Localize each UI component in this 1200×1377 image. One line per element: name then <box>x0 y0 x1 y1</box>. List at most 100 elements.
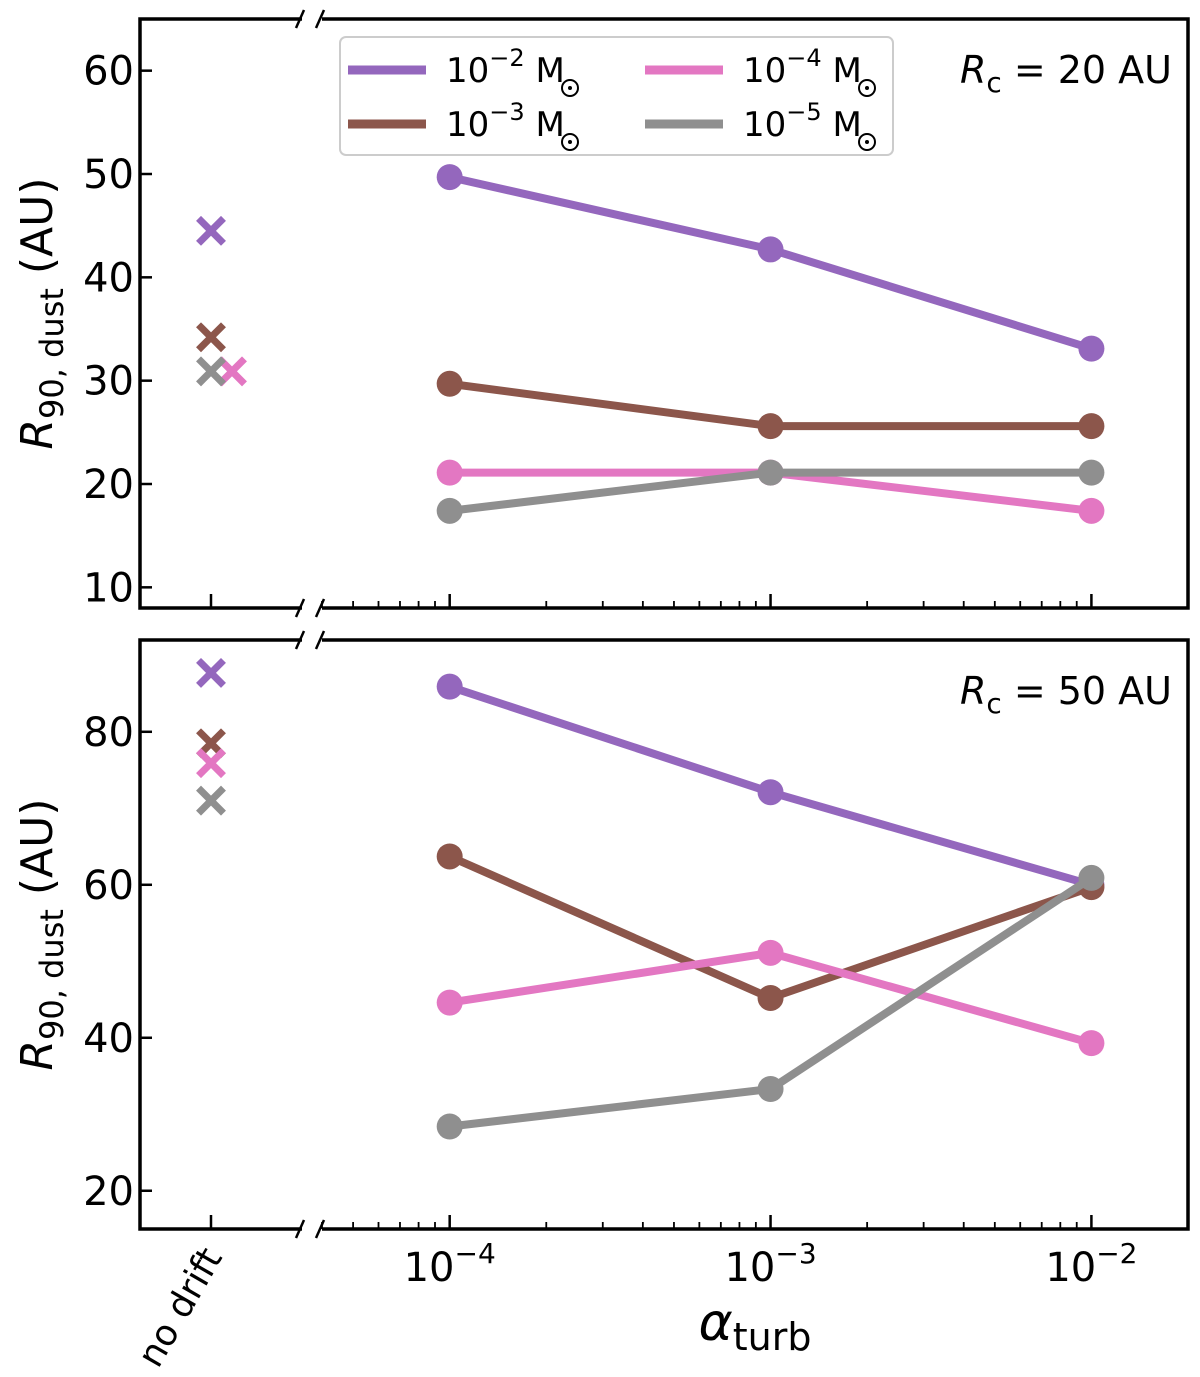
data-point-m1e-5 <box>757 1076 784 1103</box>
x-tick-label: 10−3 <box>724 1237 816 1291</box>
annotation-text: = 20 AU <box>1002 48 1172 92</box>
xlabel-symbol: α <box>698 1293 732 1353</box>
legend-base: 10 <box>743 105 786 145</box>
y-tick-label: 20 <box>83 462 134 508</box>
annotation-sub: c <box>986 66 1001 99</box>
y-tick-label: 40 <box>83 255 134 301</box>
legend-exp: −4 <box>786 44 821 72</box>
no-drift-marker-m1e-3 <box>196 322 226 353</box>
axis-break-mark <box>314 9 326 29</box>
data-point-m1e-5 <box>757 459 784 486</box>
x-tick-base: 10 <box>724 1245 775 1291</box>
data-point-m1e-2 <box>436 673 463 700</box>
x-tick-exp: −4 <box>454 1237 495 1270</box>
legend-base: 10 <box>743 51 786 91</box>
axis-break-mark <box>294 9 306 29</box>
y-tick-label: 60 <box>83 49 134 95</box>
no-drift-marker-m1e-4 <box>217 356 247 387</box>
legend-exp: −3 <box>489 98 524 126</box>
data-point-m1e-4 <box>1078 497 1105 524</box>
y-tick-label: 40 <box>83 1016 134 1062</box>
sun-symbol-icon <box>561 133 579 151</box>
series-line-m1e-2 <box>448 173 1093 353</box>
legend-unit: M <box>525 105 565 145</box>
main-axis-frame <box>322 638 1190 1231</box>
legend-exp: −2 <box>489 44 524 72</box>
ylabel-sub: 90, dust <box>33 909 71 1040</box>
annotation-symbol: R <box>960 669 986 713</box>
sun-symbol-icon <box>858 79 876 97</box>
no-drift-marker-m1e-3 <box>196 728 226 759</box>
x-tick-label: 10−4 <box>404 1237 496 1291</box>
left-axis-frame <box>138 17 302 610</box>
no-drift-marker-m1e-2 <box>196 657 226 688</box>
data-point-m1e-3 <box>1078 413 1105 440</box>
data-point-m1e-3 <box>436 370 463 397</box>
ylabel-symbol: R <box>12 1040 63 1071</box>
xlabel-sub: turb <box>733 1315 812 1359</box>
data-point-m1e-4 <box>1078 1030 1105 1057</box>
legend-label-m1e-3: 10−3 M <box>446 98 565 145</box>
y-axis-label: R90, dust (AU) <box>12 177 71 449</box>
annotation-symbol: R <box>960 48 986 92</box>
x-tick-base: 10 <box>1045 1245 1096 1291</box>
sun-symbol-icon <box>858 133 876 151</box>
no-drift-marker-m1e-5 <box>196 356 226 387</box>
data-point-m1e-5 <box>436 497 463 524</box>
legend-label-m1e-2: 10−2 M <box>446 44 565 91</box>
legend-exp: −5 <box>786 98 821 126</box>
series-line-m1e-3 <box>448 852 1093 1002</box>
data-point-m1e-5 <box>436 1113 463 1140</box>
x-tick-exp: −3 <box>775 1237 816 1270</box>
annotation-sub: c <box>986 687 1001 720</box>
legend-base: 10 <box>446 51 489 91</box>
no-drift-marker-m1e-4 <box>196 748 226 779</box>
ylabel-sub: 90, dust <box>33 288 71 419</box>
x-tick-base: 10 <box>404 1245 455 1291</box>
sun-symbol-dot-icon <box>568 86 572 90</box>
x-tick-label: 10−2 <box>1045 1237 1137 1291</box>
data-point-m1e-2 <box>757 779 784 806</box>
legend-unit: M <box>822 105 862 145</box>
data-point-m1e-3 <box>757 984 784 1011</box>
annotation-text: = 50 AU <box>1002 669 1172 713</box>
sun-symbol-icon <box>561 79 579 97</box>
data-point-m1e-2 <box>757 236 784 263</box>
y-axis-label: R90, dust (AU) <box>12 798 71 1070</box>
y-tick-label: 50 <box>83 152 134 198</box>
ylabel-unit: (AU) <box>12 177 63 288</box>
data-point-m1e-2 <box>1078 335 1105 362</box>
axis-break-mark <box>294 1219 306 1239</box>
y-tick-label: 60 <box>83 863 134 909</box>
legend: 10−2 M10−3 M10−4 M10−5 M <box>339 36 894 156</box>
panel-annotation: Rc = 20 AU <box>960 48 1172 99</box>
x-axis-label: αturb <box>698 1293 811 1359</box>
data-point-m1e-4 <box>436 459 463 486</box>
data-point-m1e-4 <box>757 939 784 966</box>
legend-label-m1e-5: 10−5 M <box>743 98 862 145</box>
left-axis-frame <box>138 638 302 1231</box>
axis-break-mark <box>294 598 306 618</box>
y-tick-label: 80 <box>83 710 134 756</box>
legend-box <box>339 36 894 156</box>
no-drift-marker-m1e-2 <box>196 215 226 246</box>
no-drift-label: no drift <box>130 1241 231 1374</box>
sun-symbol-dot-icon <box>865 86 869 90</box>
sun-symbol-dot-icon <box>865 140 869 144</box>
data-point-m1e-5 <box>1078 459 1105 486</box>
data-point-m1e-3 <box>757 413 784 440</box>
legend-unit: M <box>822 51 862 91</box>
axis-break-mark <box>314 630 326 650</box>
data-point-m1e-3 <box>436 843 463 870</box>
axis-break-mark <box>294 630 306 650</box>
y-tick-label: 20 <box>83 1169 134 1215</box>
sun-symbol-dot-icon <box>568 140 572 144</box>
no-drift-marker-m1e-5 <box>196 785 226 816</box>
legend-label-m1e-4: 10−4 M <box>743 44 862 91</box>
ylabel-symbol: R <box>12 419 63 450</box>
y-tick-label: 10 <box>83 565 134 611</box>
x-tick-exp: −2 <box>1096 1237 1137 1270</box>
